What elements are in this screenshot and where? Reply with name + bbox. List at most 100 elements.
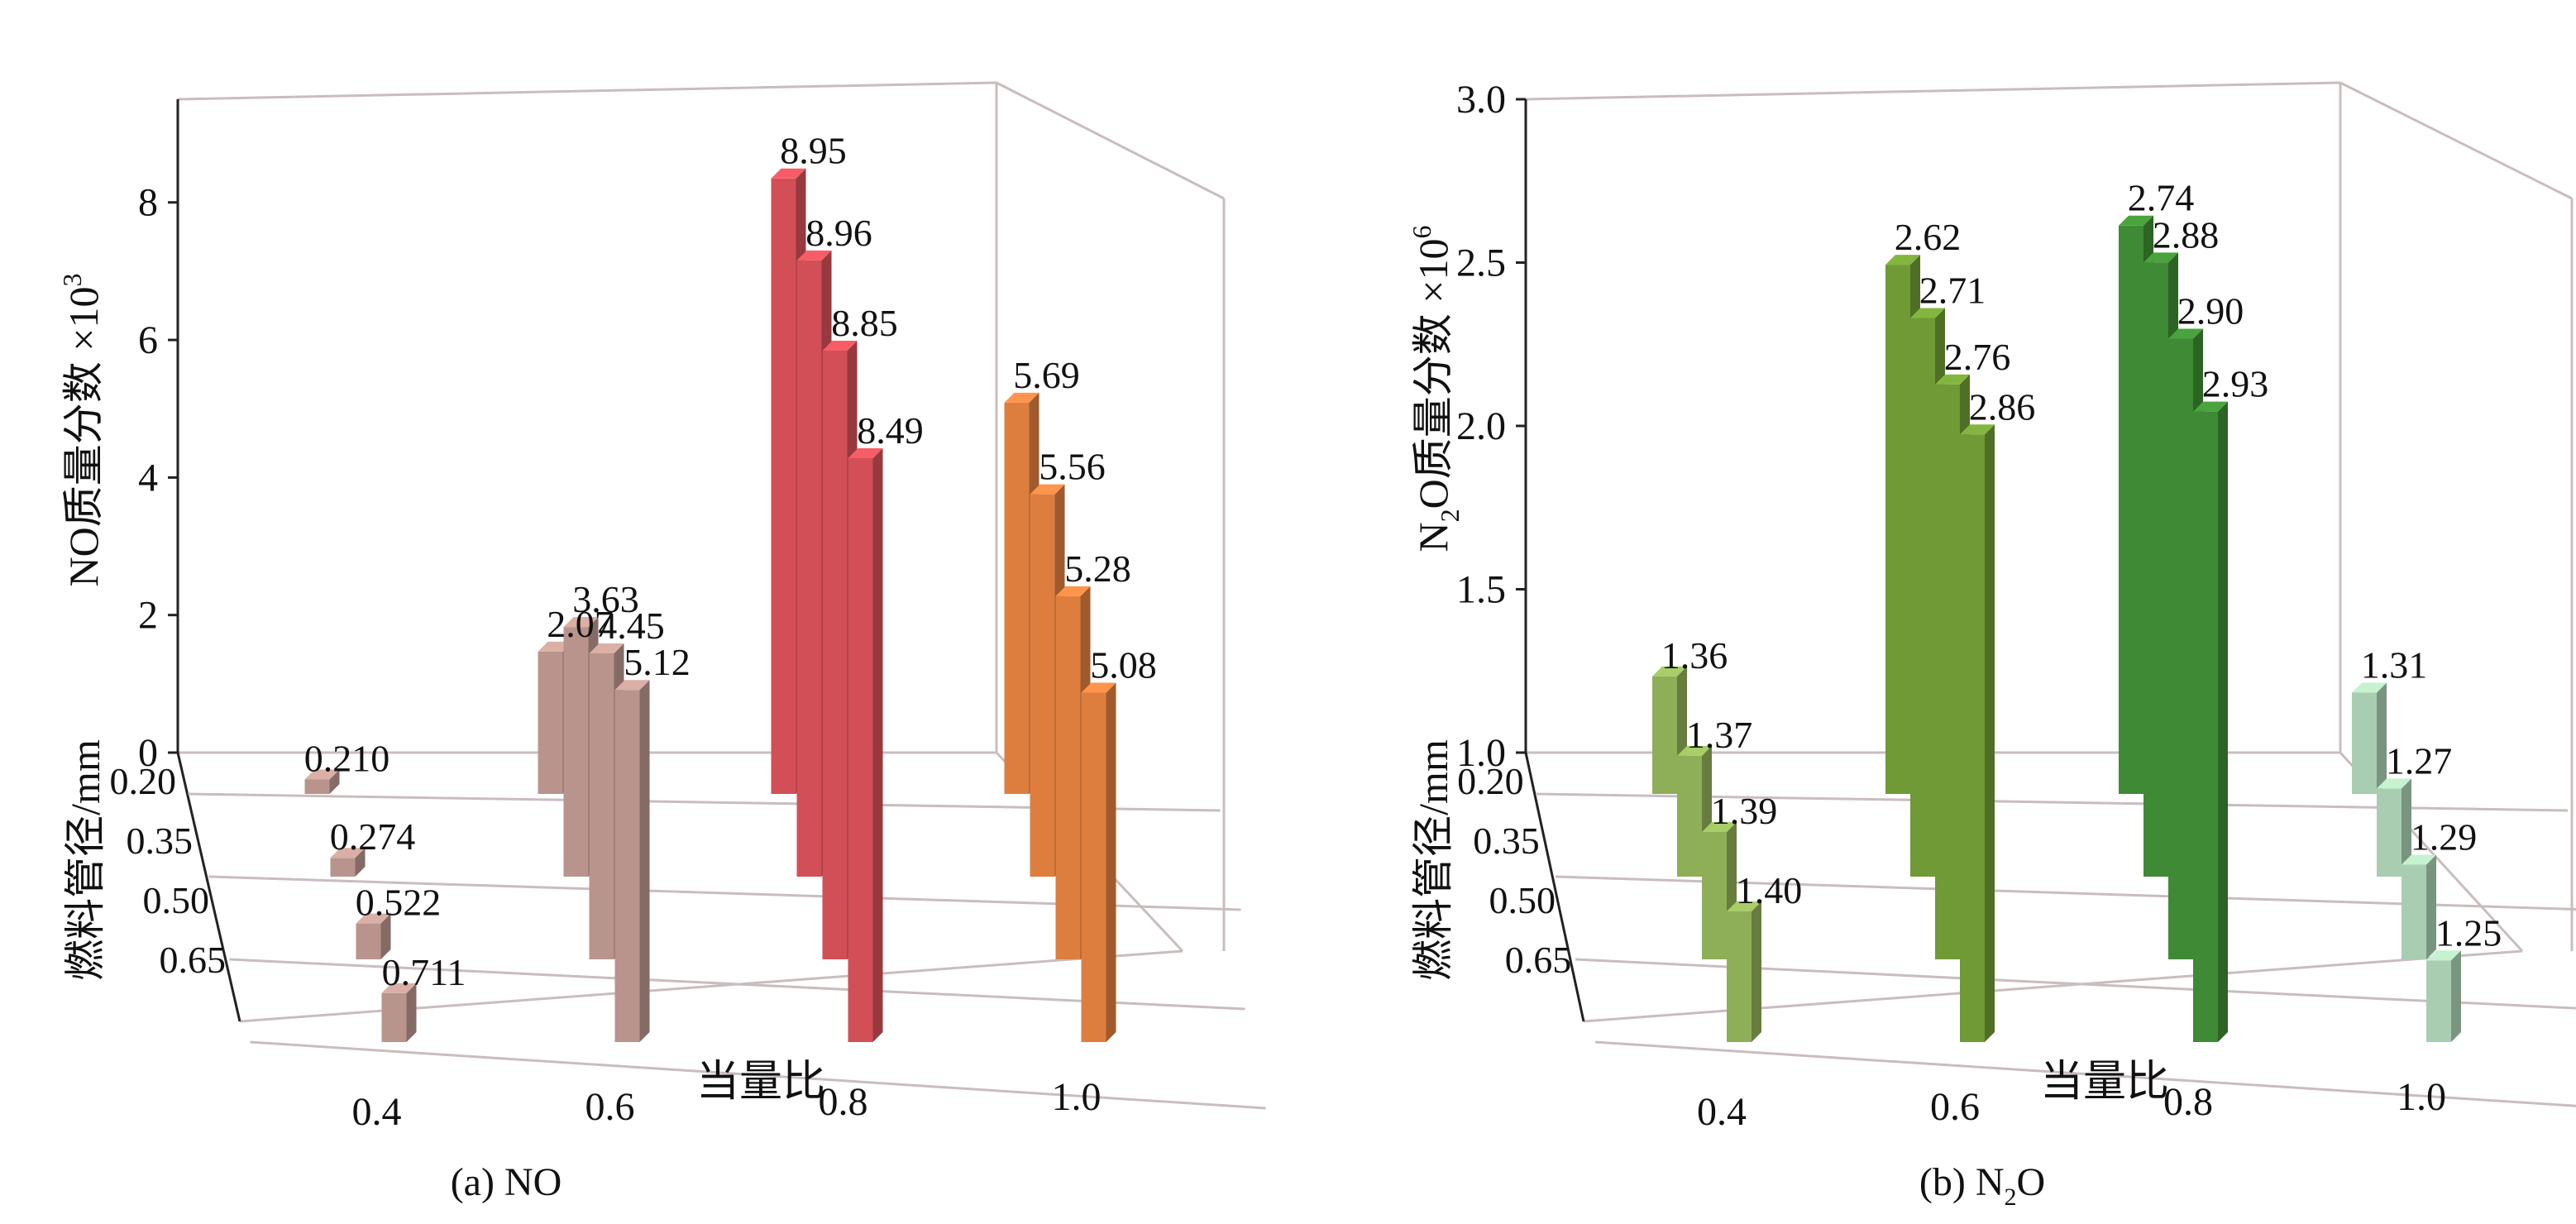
bar-top-face xyxy=(2402,854,2436,865)
y-tick-label: 8 xyxy=(138,181,158,225)
x-axis-title: 当量比 xyxy=(696,1059,825,1106)
depth-tick-label: 0.50 xyxy=(143,879,210,921)
panel-b-n2o-chart: 1.0 1.5 2.0 2.5 3.0 0.20 0.35 0.50 0.65 0.4 0.6 0… xyxy=(1407,78,2576,1134)
bar-top-face xyxy=(2143,252,2178,263)
bar-side-face xyxy=(2426,854,2436,959)
bar-top-face xyxy=(771,168,806,179)
bar-value-label: 2.71 xyxy=(1919,270,1986,312)
y-tick-label: 3.0 xyxy=(1456,78,1506,122)
bar-top-face xyxy=(614,680,650,691)
bar xyxy=(614,680,650,1042)
depth-tick-label: 0.35 xyxy=(1473,820,1540,862)
bar-top-face xyxy=(796,250,832,261)
bar-top-face xyxy=(2119,215,2153,226)
depth-tick-label: 0.20 xyxy=(1457,760,1524,802)
bar xyxy=(381,983,417,1042)
bar xyxy=(1960,424,1995,1042)
bar-value-label: 1.40 xyxy=(1736,869,1803,911)
bar-front-face xyxy=(589,653,614,959)
bar-front-face xyxy=(2426,960,2451,1042)
bar-value-label: 8.95 xyxy=(780,130,847,172)
bar-front-face xyxy=(848,457,873,1042)
bar-front-face xyxy=(796,260,822,877)
bar-side-face xyxy=(872,447,883,1042)
bar xyxy=(356,913,391,959)
bar-top-face xyxy=(848,447,883,458)
bar-value-label: 4.45 xyxy=(598,605,665,647)
bar-side-face xyxy=(1985,424,1995,1042)
bar-value-label: 8.49 xyxy=(857,409,924,452)
bar-front-face xyxy=(771,178,796,795)
bar-side-face xyxy=(355,848,366,877)
bar-top-face xyxy=(330,848,366,858)
y-tick-label: 1.5 xyxy=(1456,568,1506,612)
bar xyxy=(1081,682,1116,1042)
caption-a: (a) NO xyxy=(451,1160,562,1204)
bar-side-face xyxy=(380,913,391,959)
box-edge xyxy=(1525,81,2341,101)
bar-front-face xyxy=(1030,494,1055,877)
bar xyxy=(304,769,340,794)
bar-front-face xyxy=(1081,692,1106,1042)
bar-front-face xyxy=(538,651,563,794)
bar-value-label: 5.69 xyxy=(1013,354,1080,396)
bar-front-face xyxy=(2402,864,2426,959)
depth-tick-label: 0.50 xyxy=(1489,879,1556,921)
floor-grid-line xyxy=(250,1040,1266,1110)
y-tick-label: 2.0 xyxy=(1456,404,1506,448)
floor-grid-line xyxy=(1594,1040,2576,1107)
bar-front-face xyxy=(304,779,330,794)
bar-top-face xyxy=(1030,484,1065,495)
x-tick-label: 0.8 xyxy=(819,1080,868,1124)
bar-top-face xyxy=(822,341,858,351)
bar-side-face xyxy=(639,680,650,1042)
bar-value-label: 8.85 xyxy=(831,302,898,344)
box-edge xyxy=(1583,949,2523,1023)
bar-side-face xyxy=(2377,682,2387,794)
bar-front-face xyxy=(2377,788,2402,877)
bar-value-label: 2.93 xyxy=(2202,363,2269,405)
bar xyxy=(1727,901,1761,1042)
bar-front-face xyxy=(614,690,640,1042)
bar xyxy=(2193,401,2228,1042)
bar-top-face xyxy=(1702,821,1737,832)
x-tick-label: 0.6 xyxy=(1930,1085,1980,1129)
bar-side-face xyxy=(1752,901,1761,1042)
depth-axis-line xyxy=(176,752,241,1022)
bar-front-face xyxy=(822,351,848,960)
bar-value-label: 0.522 xyxy=(356,882,442,924)
bar-value-label: 1.39 xyxy=(1711,790,1778,832)
y-tick-label: 2 xyxy=(138,594,158,638)
bar-value-label: 2.74 xyxy=(2128,177,2195,219)
bar-top-face xyxy=(2193,401,2228,412)
bar-top-face xyxy=(1677,745,1712,756)
bar-top-face xyxy=(1910,308,1945,318)
y-tick-label: 2.5 xyxy=(1456,241,1506,285)
floor-grid-line xyxy=(229,958,1245,1011)
bar-front-face xyxy=(1004,402,1030,794)
bar-front-face xyxy=(2352,692,2377,794)
depth-tick-label: 0.20 xyxy=(110,760,177,802)
bar-front-face xyxy=(2119,225,2143,794)
bar-top-face xyxy=(1055,586,1091,596)
bar-top-face xyxy=(356,913,391,924)
x-tick-label: 1.0 xyxy=(2397,1075,2446,1119)
bar xyxy=(1677,745,1712,877)
bar-front-face xyxy=(1677,755,1702,877)
box-edge xyxy=(996,81,1225,200)
bar-value-label: 2.76 xyxy=(1944,336,2011,378)
bar-side-face xyxy=(1106,682,1116,1042)
bar-value-label: 5.28 xyxy=(1064,547,1131,590)
bar-front-face xyxy=(1910,318,1935,877)
bar-top-face xyxy=(1004,392,1039,403)
bar xyxy=(848,447,883,1042)
depth-tick-label: 0.65 xyxy=(160,939,227,981)
bar-value-label: 2.88 xyxy=(2153,213,2220,256)
y-axis-title: NO质量分数 ×103 xyxy=(57,274,107,587)
bar-value-label: 0.711 xyxy=(382,951,466,993)
bar xyxy=(2377,778,2411,877)
x-tick-label: 0.4 xyxy=(1697,1090,1747,1134)
x-tick-label: 0.8 xyxy=(2163,1080,2213,1124)
bar-front-face xyxy=(1702,831,1727,959)
bar-value-label: 1.37 xyxy=(1686,714,1753,756)
